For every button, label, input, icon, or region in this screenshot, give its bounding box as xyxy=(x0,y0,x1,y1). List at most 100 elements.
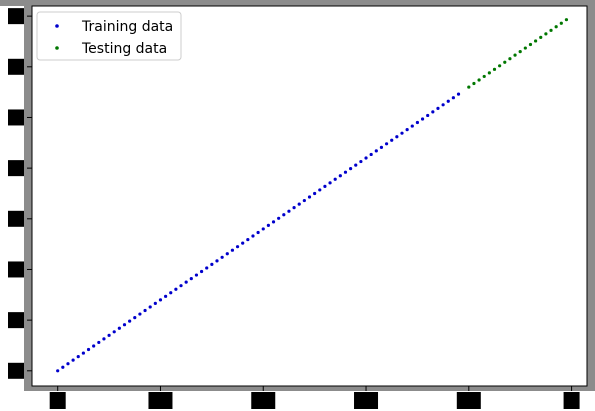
training-data-point xyxy=(436,106,440,110)
training-data-point xyxy=(205,266,209,270)
training-data-point xyxy=(189,276,193,281)
training-data-point xyxy=(431,110,435,114)
training-data-point xyxy=(405,128,409,132)
training-data-point xyxy=(446,99,450,103)
training-data-point xyxy=(56,369,60,373)
training-data-point xyxy=(390,138,394,142)
training-data-point xyxy=(287,209,291,213)
x-tick-label-redacted xyxy=(456,392,481,409)
testing-data-point xyxy=(549,28,553,32)
x-tick-label-redacted xyxy=(563,392,580,409)
training-data-point xyxy=(102,337,106,341)
training-data-point xyxy=(277,216,281,220)
testing-data-point xyxy=(528,42,533,47)
testing-data-point xyxy=(539,35,543,40)
training-data-point xyxy=(420,117,425,121)
training-data-point xyxy=(164,294,168,298)
training-data-point xyxy=(235,245,240,249)
training-data-point xyxy=(441,103,445,107)
training-data-point xyxy=(410,124,414,128)
training-data-point xyxy=(107,333,111,337)
training-data-point xyxy=(261,227,265,231)
y-tick-label-redacted xyxy=(8,362,24,379)
testing-data-point xyxy=(498,64,502,68)
legend-label-testing: Testing data xyxy=(81,41,167,57)
x-tick-label-redacted xyxy=(148,392,173,409)
training-data-point xyxy=(246,237,250,242)
training-data-point xyxy=(225,252,229,256)
training-data-point xyxy=(112,330,116,334)
testing-data-point xyxy=(477,78,481,82)
training-data-point xyxy=(174,287,178,291)
training-data-point xyxy=(220,255,224,259)
testing-data-point xyxy=(508,57,512,61)
training-data-point xyxy=(323,184,327,188)
training-data-point xyxy=(169,291,173,295)
training-data-point xyxy=(184,280,188,284)
training-data-point xyxy=(328,181,332,185)
frame-right xyxy=(587,0,595,391)
training-data-point xyxy=(215,259,219,263)
y-tick-label-redacted xyxy=(8,160,24,177)
training-data-point xyxy=(133,316,137,320)
testing-data-point xyxy=(467,85,471,89)
x-tick-label-redacted xyxy=(251,392,276,409)
training-data-point xyxy=(271,220,276,224)
data-points xyxy=(56,18,569,373)
testing-data-point xyxy=(487,71,491,75)
testing-data-point xyxy=(564,18,569,22)
training-data-point xyxy=(292,206,296,210)
y-tick-label-redacted xyxy=(8,109,24,126)
training-data-point xyxy=(71,358,75,362)
training-data-point xyxy=(179,284,183,288)
training-data-point xyxy=(230,248,235,252)
testing-data-point xyxy=(544,32,548,36)
testing-data-point xyxy=(523,46,527,50)
training-data-point xyxy=(374,149,378,153)
training-data-point xyxy=(143,308,147,313)
testing-data-point xyxy=(503,60,507,64)
training-data-point xyxy=(426,113,430,118)
training-data-point xyxy=(384,142,389,146)
legend-label-training: Training data xyxy=(81,19,173,35)
training-data-point xyxy=(158,298,163,302)
x-tick-label-redacted xyxy=(354,392,379,409)
frame-bottom xyxy=(24,385,595,391)
training-data-point xyxy=(266,223,270,227)
training-data-point xyxy=(456,92,461,96)
training-data-point xyxy=(241,241,245,245)
training-data-point xyxy=(313,191,317,196)
training-data-point xyxy=(251,234,255,238)
frame-top xyxy=(0,0,595,6)
testing-data-point xyxy=(492,67,497,71)
training-data-point xyxy=(66,362,70,366)
training-data-point xyxy=(354,163,358,167)
testing-data-point xyxy=(554,25,558,29)
training-data-point xyxy=(86,347,91,352)
training-data-point xyxy=(395,135,399,139)
legend-marker-testing xyxy=(55,46,59,50)
training-data-point xyxy=(122,323,127,327)
x-tick-label-redacted xyxy=(49,392,66,409)
testing-data-point xyxy=(482,74,486,79)
testing-data-point xyxy=(534,39,538,43)
frame-left xyxy=(24,0,32,391)
training-data-point xyxy=(415,120,420,125)
training-data-point xyxy=(333,177,337,181)
training-data-point xyxy=(318,188,322,192)
training-data-point xyxy=(92,344,96,348)
training-data-point xyxy=(297,202,301,206)
legend-marker-training xyxy=(55,24,59,28)
legend: Training data Testing data xyxy=(36,11,182,61)
training-data-point xyxy=(379,145,384,149)
training-data-point xyxy=(199,269,204,274)
legend-box xyxy=(36,11,182,61)
training-data-point xyxy=(343,170,348,174)
training-data-point xyxy=(451,96,455,100)
training-data-point xyxy=(349,167,353,171)
testing-data-point xyxy=(513,53,517,57)
y-tick-label-redacted xyxy=(8,8,24,25)
training-data-point xyxy=(338,174,342,178)
testing-data-point xyxy=(559,21,563,25)
